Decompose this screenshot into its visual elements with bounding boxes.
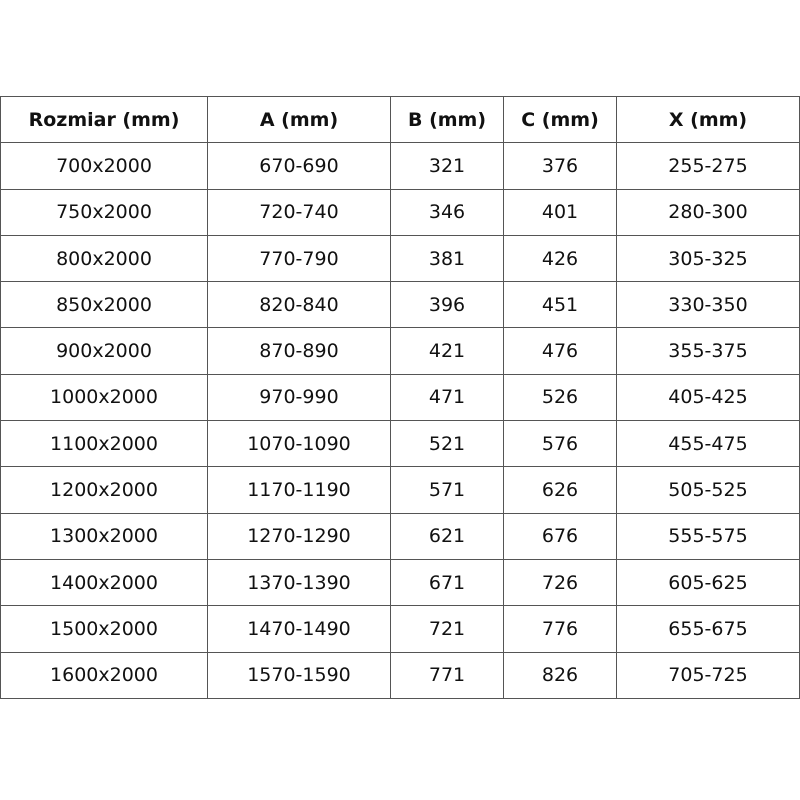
- table-cell: 1270-1290: [207, 512, 391, 560]
- table-cell: 280-300: [616, 188, 800, 236]
- column-header: C (mm): [503, 95, 617, 144]
- table-cell: 455-475: [616, 420, 800, 468]
- table-cell: 1100x2000: [0, 420, 208, 468]
- table-cell: 1570-1590: [207, 651, 391, 699]
- table-cell: 381: [390, 234, 504, 283]
- table-cell: 655-675: [616, 605, 800, 653]
- column-header: X (mm): [616, 95, 800, 144]
- table-cell: 1070-1090: [207, 420, 391, 468]
- table-cell: 521: [390, 420, 504, 468]
- table-cell: 726: [503, 558, 617, 607]
- table-cell: 346: [390, 188, 504, 236]
- table-cell: 820-840: [207, 281, 391, 329]
- table-cell: 1500x2000: [0, 605, 208, 653]
- column-header: A (mm): [207, 95, 391, 144]
- table-cell: 255-275: [616, 142, 800, 190]
- table-cell: 771: [390, 651, 504, 699]
- table-cell: 576: [503, 420, 617, 468]
- table-cell: 396: [390, 281, 504, 329]
- table-cell: 800x2000: [0, 234, 208, 283]
- table-cell: 555-575: [616, 512, 800, 560]
- table-row: 1500x2000 1470-1490 721 776 655-675: [0, 605, 800, 653]
- table-row: 900x2000 870-890 421 476 355-375: [0, 327, 800, 375]
- table-cell: 405-425: [616, 373, 800, 422]
- header-row: Rozmiar (mm) A (mm) B (mm) C (mm) X (mm): [0, 95, 800, 144]
- table-cell: 321: [390, 142, 504, 190]
- table-cell: 376: [503, 142, 617, 190]
- table-cell: 571: [390, 466, 504, 514]
- table-cell: 626: [503, 466, 617, 514]
- table-row: 1400x2000 1370-1390 671 726 605-625: [0, 558, 800, 607]
- table-cell: 700x2000: [0, 142, 208, 190]
- table-cell: 826: [503, 651, 617, 699]
- table-cell: 476: [503, 327, 617, 375]
- table-cell: 720-740: [207, 188, 391, 236]
- table-cell: 676: [503, 512, 617, 560]
- dimensions-table: Rozmiar (mm) A (mm) B (mm) C (mm) X (mm) 700…: [0, 95, 800, 699]
- table-cell: 750x2000: [0, 188, 208, 236]
- table-cell: 305-325: [616, 234, 800, 283]
- table-cell: 451: [503, 281, 617, 329]
- table-cell: 526: [503, 373, 617, 422]
- table-cell: 605-625: [616, 558, 800, 607]
- table-row: 1600x2000 1570-1590 771 826 705-725: [0, 651, 800, 699]
- table-cell: 330-350: [616, 281, 800, 329]
- column-header: Rozmiar (mm): [0, 95, 208, 144]
- table-cell: 670-690: [207, 142, 391, 190]
- table-cell: 401: [503, 188, 617, 236]
- table-cell: 671: [390, 558, 504, 607]
- column-header: B (mm): [390, 95, 504, 144]
- table-cell: 421: [390, 327, 504, 375]
- table-cell: 1200x2000: [0, 466, 208, 514]
- table-cell: 705-725: [616, 651, 800, 699]
- table-row: 750x2000 720-740 346 401 280-300: [0, 188, 800, 236]
- table-row: 850x2000 820-840 396 451 330-350: [0, 281, 800, 329]
- table-cell: 721: [390, 605, 504, 653]
- table-cell: 621: [390, 512, 504, 560]
- table-cell: 776: [503, 605, 617, 653]
- table-cell: 770-790: [207, 234, 391, 283]
- table-row: 1000x2000 970-990 471 526 405-425: [0, 373, 800, 422]
- table-cell: 1470-1490: [207, 605, 391, 653]
- table-cell: 471: [390, 373, 504, 422]
- table-row: 700x2000 670-690 321 376 255-275: [0, 142, 800, 190]
- table-row: 1200x2000 1170-1190 571 626 505-525: [0, 466, 800, 514]
- table-row: 1300x2000 1270-1290 621 676 555-575: [0, 512, 800, 560]
- table-cell: 355-375: [616, 327, 800, 375]
- table-cell: 1600x2000: [0, 651, 208, 699]
- table-cell: 1370-1390: [207, 558, 391, 607]
- table-row: 800x2000 770-790 381 426 305-325: [0, 234, 800, 283]
- table-row: 1100x2000 1070-1090 521 576 455-475: [0, 420, 800, 468]
- table-cell: 505-525: [616, 466, 800, 514]
- table-cell: 970-990: [207, 373, 391, 422]
- table-cell: 1170-1190: [207, 466, 391, 514]
- table-cell: 426: [503, 234, 617, 283]
- table-cell: 850x2000: [0, 281, 208, 329]
- table-cell: 1000x2000: [0, 373, 208, 422]
- table-cell: 1400x2000: [0, 558, 208, 607]
- table-cell: 900x2000: [0, 327, 208, 375]
- table-cell: 870-890: [207, 327, 391, 375]
- table-cell: 1300x2000: [0, 512, 208, 560]
